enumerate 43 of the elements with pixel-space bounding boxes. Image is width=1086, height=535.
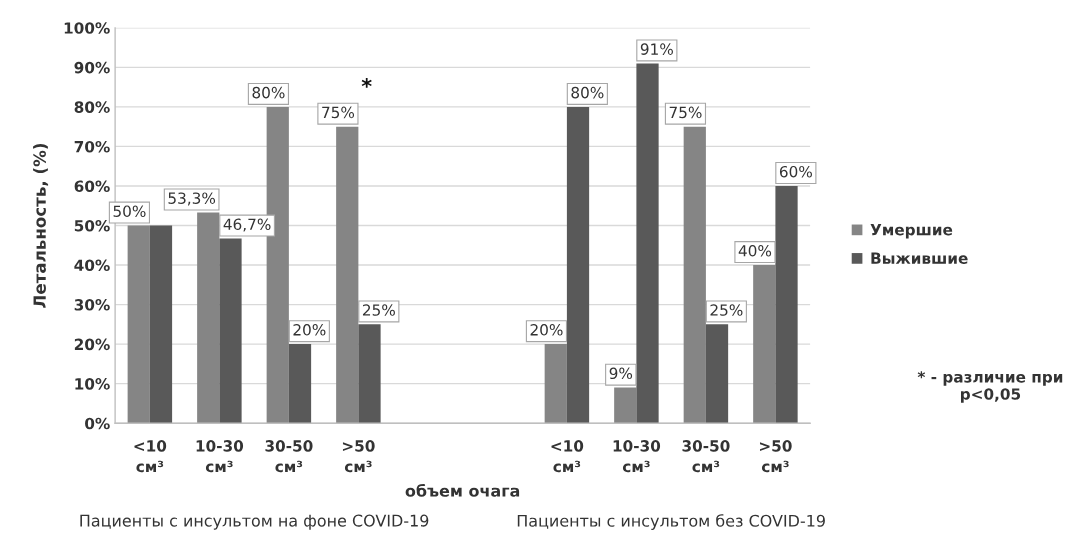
text: Пациенты с инсультом без COVID-19 xyxy=(517,514,825,530)
x-tick-label: 10-30 см³ xyxy=(613,440,661,473)
data-label: 75% xyxy=(322,106,355,119)
x-tick-label: <10 см³ xyxy=(551,440,584,473)
data-label: 60% xyxy=(779,165,812,178)
y-tick-label: 30% xyxy=(74,299,110,311)
legend-label: Выжившие xyxy=(871,252,968,264)
y-tick-label: 100% xyxy=(64,22,110,34)
x-tick-label: >50 см³ xyxy=(759,440,792,473)
text: Пациенты с инсультом на фоне COVID-19 xyxy=(80,514,429,530)
y-tick-label: 40% xyxy=(74,259,110,272)
data-label: 91% xyxy=(640,43,673,55)
data-label: 46,7% xyxy=(223,218,271,232)
y-tick-label: 20% xyxy=(74,338,110,351)
data-label: 80% xyxy=(571,86,604,99)
y-tick-label: 10% xyxy=(75,378,110,390)
x-tick-label: <10 см³ xyxy=(134,440,167,473)
annotation: * xyxy=(361,78,372,88)
y-tick-label: 50% xyxy=(74,219,110,232)
x-axis-title: объем очага xyxy=(405,483,520,497)
y-axis-title: Летальность, (%) xyxy=(33,143,49,308)
data-label: 50% xyxy=(113,205,146,217)
data-label: 9% xyxy=(609,367,633,380)
data-label: 53,3% xyxy=(168,192,216,206)
data-label: 25% xyxy=(710,304,743,316)
data-label: 80% xyxy=(252,86,285,99)
y-tick-label: 70% xyxy=(74,140,110,153)
y-tick-label: 0% xyxy=(85,417,110,430)
bar xyxy=(149,225,173,424)
data-label: 20% xyxy=(293,324,326,336)
legend-label: Умершие xyxy=(870,224,953,239)
y-tick-label: 90% xyxy=(74,61,110,74)
y-tick-label: 60% xyxy=(74,180,110,192)
y-tick-label: 80% xyxy=(74,101,110,113)
data-label: 20% xyxy=(530,324,563,336)
x-tick-label: >50 см³ xyxy=(342,440,375,473)
text: * - различие при p<0,05 xyxy=(917,371,1063,403)
x-tick-label: 30-50 см³ xyxy=(682,440,730,473)
x-tick-label: 30-50 см³ xyxy=(265,440,313,473)
x-tick-label: 10-30 см³ xyxy=(196,440,244,473)
data-label: 40% xyxy=(738,244,772,257)
data-label: 75% xyxy=(669,106,702,119)
data-label: 25% xyxy=(362,304,395,316)
